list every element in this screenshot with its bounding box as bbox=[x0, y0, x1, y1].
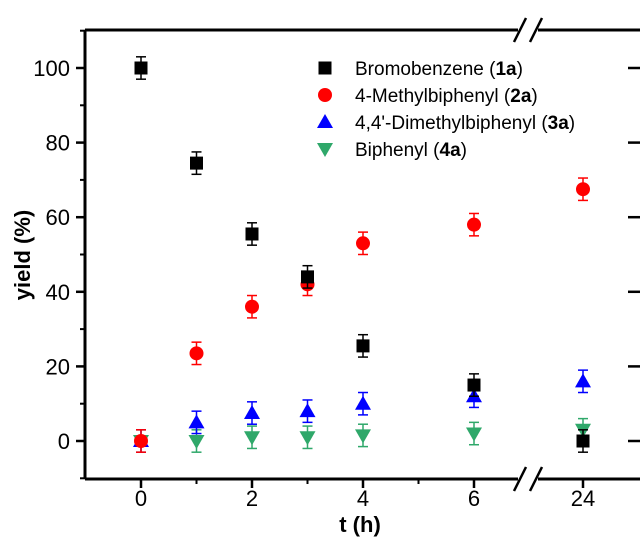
data-point bbox=[355, 429, 371, 444]
data-point bbox=[134, 61, 148, 75]
data-point bbox=[467, 378, 481, 392]
y-tick-label: 100 bbox=[33, 56, 70, 81]
legend-marker bbox=[317, 143, 333, 157]
legend-label: Bromobenzene (1a) bbox=[355, 59, 523, 80]
data-point bbox=[244, 431, 260, 446]
data-point bbox=[576, 182, 590, 197]
x-tick-label: 24 bbox=[571, 486, 595, 511]
x-axis-ticks: 0 2 4 6 24 bbox=[135, 479, 595, 511]
data-point bbox=[188, 435, 205, 449]
data-point bbox=[245, 227, 259, 241]
data-point bbox=[299, 431, 316, 446]
legend-label: 4-Methylbiphenyl (2a) bbox=[355, 86, 538, 107]
data-point bbox=[467, 217, 481, 232]
y-tick-label: 0 bbox=[58, 429, 70, 454]
data-point bbox=[575, 373, 591, 388]
data-point bbox=[190, 156, 203, 170]
axis-break-mark-top bbox=[528, 17, 544, 43]
data-point bbox=[356, 236, 370, 251]
legend-label: 4,4'-Dimethylbiphenyl (3a) bbox=[355, 113, 575, 134]
x-tick-label: 2 bbox=[246, 486, 258, 511]
axis-break-mark-bottom bbox=[512, 466, 528, 492]
legend-marker bbox=[317, 114, 333, 128]
legend-marker bbox=[318, 61, 332, 75]
y-tick-label: 20 bbox=[46, 354, 70, 379]
x-axis-title: t (h) bbox=[339, 512, 381, 537]
legend: Bromobenzene (1a) 4-Methylbiphenyl (2a) 4,… bbox=[317, 59, 575, 161]
y-axis-title: yield (%) bbox=[10, 210, 35, 300]
data-point bbox=[356, 339, 370, 353]
y-tick-label: 40 bbox=[46, 280, 70, 305]
y-axis-ticks: 0 20 40 60 80 100 bbox=[33, 29, 640, 480]
y-tick-label: 80 bbox=[46, 131, 70, 156]
x-tick-label: 0 bbox=[135, 486, 147, 511]
data-point bbox=[188, 414, 205, 429]
x-tick-label: 4 bbox=[357, 486, 369, 511]
axis-break-mark-bottom bbox=[528, 466, 544, 492]
legend-marker bbox=[318, 88, 332, 102]
data-point bbox=[245, 299, 259, 314]
data-point bbox=[244, 405, 260, 420]
x-tick-label: 6 bbox=[468, 486, 480, 511]
data-point bbox=[189, 346, 204, 361]
data-point bbox=[466, 427, 482, 442]
y-tick-label: 60 bbox=[46, 205, 70, 230]
data-point bbox=[134, 434, 148, 448]
axis-break-mark-top bbox=[512, 17, 528, 43]
legend-label: Biphenyl (4a) bbox=[355, 140, 467, 161]
data-point bbox=[299, 403, 316, 418]
series-circle bbox=[134, 177, 590, 453]
series-square bbox=[134, 56, 590, 453]
data-point bbox=[301, 270, 314, 284]
plot-area bbox=[133, 56, 591, 453]
data-point bbox=[355, 395, 371, 410]
data-point bbox=[576, 434, 590, 448]
